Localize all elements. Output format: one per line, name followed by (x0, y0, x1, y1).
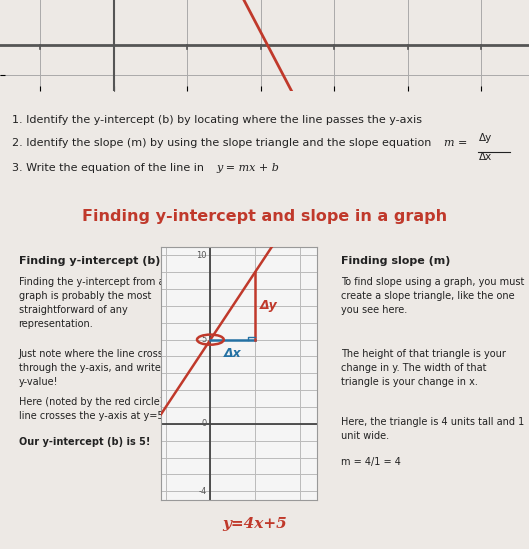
Text: 3. Write the equation of the line in: 3. Write the equation of the line in (12, 163, 211, 173)
Text: m = 4/1 = 4: m = 4/1 = 4 (341, 457, 401, 467)
Text: 2. Identify the slope (m) by using the slope triangle and the slope equation: 2. Identify the slope (m) by using the s… (12, 138, 438, 148)
Text: Here (noted by the red circle), the
line crosses the y-axis at y=5.: Here (noted by the red circle), the line… (19, 397, 185, 421)
Text: Just note where the line crosses
through the y-axis, and write that
y-value!: Just note where the line crosses through… (19, 349, 184, 386)
Text: y=4x+5: y=4x+5 (222, 517, 287, 531)
Text: Finding y-intercept (b): Finding y-intercept (b) (19, 256, 160, 266)
Text: Finding slope (m): Finding slope (m) (341, 256, 451, 266)
Text: m =: m = (444, 138, 468, 148)
Text: Δx: Δx (479, 152, 492, 161)
Text: -4: -4 (198, 486, 207, 496)
Text: Δy: Δy (259, 299, 277, 312)
Text: 10: 10 (196, 251, 207, 260)
Text: Δx: Δx (224, 347, 242, 360)
Text: 5: 5 (202, 335, 207, 344)
Text: Finding y-intercept and slope in a graph: Finding y-intercept and slope in a graph (82, 209, 447, 224)
Text: Δy: Δy (479, 133, 492, 143)
Text: y = mx + b: y = mx + b (217, 163, 280, 173)
Text: To find slope using a graph, you must
create a slope triangle, like the one
you : To find slope using a graph, you must cr… (341, 277, 525, 315)
Text: Here, the triangle is 4 units tall and 1
unit wide.: Here, the triangle is 4 units tall and 1… (341, 417, 524, 440)
Text: Finding the y-intercept from a
graph is probably the most
straightforward of any: Finding the y-intercept from a graph is … (19, 277, 164, 329)
Text: 1. Identify the y-intercept (b) by locating where the line passes the y-axis: 1. Identify the y-intercept (b) by locat… (12, 115, 422, 125)
Text: The height of that triangle is your
change in y. The width of that
triangle is y: The height of that triangle is your chan… (341, 349, 506, 386)
Text: 0: 0 (202, 419, 207, 428)
Text: Our y-intercept (b) is 5!: Our y-intercept (b) is 5! (19, 438, 150, 447)
